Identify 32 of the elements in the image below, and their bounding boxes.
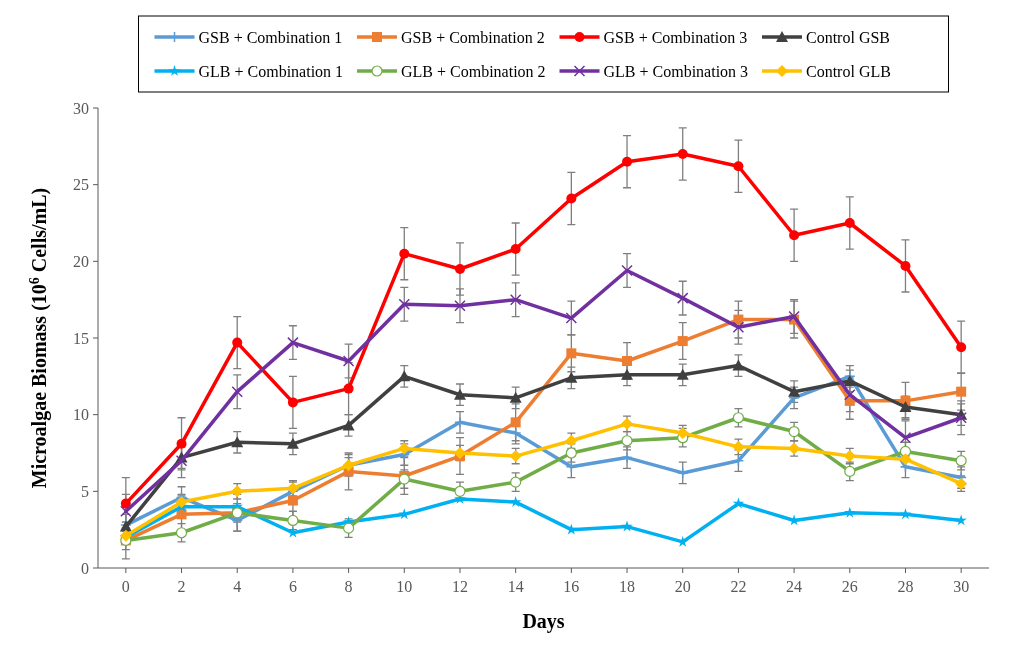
legend-label: GLB + Combination 2 — [401, 62, 546, 80]
x-tick-label: 16 — [563, 578, 580, 595]
x-tick-label: 18 — [619, 578, 636, 595]
x-tick-label: 30 — [953, 578, 970, 595]
legend-label: Control GSB — [806, 28, 891, 46]
x-tick-label: 10 — [396, 578, 413, 595]
x-tick-label: 6 — [288, 578, 297, 595]
x-tick-label: 8 — [344, 578, 353, 595]
x-tick-label: 26 — [841, 578, 858, 595]
legend-label: GSB + Combination 1 — [198, 28, 343, 46]
y-tick-label: 5 — [81, 482, 89, 500]
x-tick-label: 0 — [121, 578, 130, 595]
legend-label: GLB + Combination 3 — [603, 62, 749, 80]
x-tick-label: 28 — [897, 578, 914, 595]
y-tick-label: 30 — [73, 99, 89, 117]
x-tick-label: 4 — [233, 578, 242, 595]
y-tick-label: 0 — [81, 559, 89, 577]
x-tick-label: 14 — [507, 578, 524, 595]
legend-label: Control GLB — [806, 62, 891, 80]
y-tick-label: 20 — [73, 252, 89, 270]
legend-label: GSB + Combination 2 — [401, 28, 545, 46]
x-tick-label: 12 — [451, 578, 468, 595]
x-tick-label: 24 — [786, 578, 803, 595]
x-tick-label: 2 — [177, 578, 186, 595]
x-tick-label: 20 — [674, 578, 691, 595]
x-tick-label: 22 — [730, 578, 747, 595]
x-axis-title: Days — [522, 610, 565, 633]
y-tick-label: 15 — [73, 329, 89, 347]
legend-label: GLB + Combination 1 — [198, 62, 344, 80]
y-tick-label: 25 — [73, 176, 89, 194]
legend-label: GSB + Combination 3 — [603, 28, 748, 46]
y-tick-label: 10 — [73, 406, 89, 424]
